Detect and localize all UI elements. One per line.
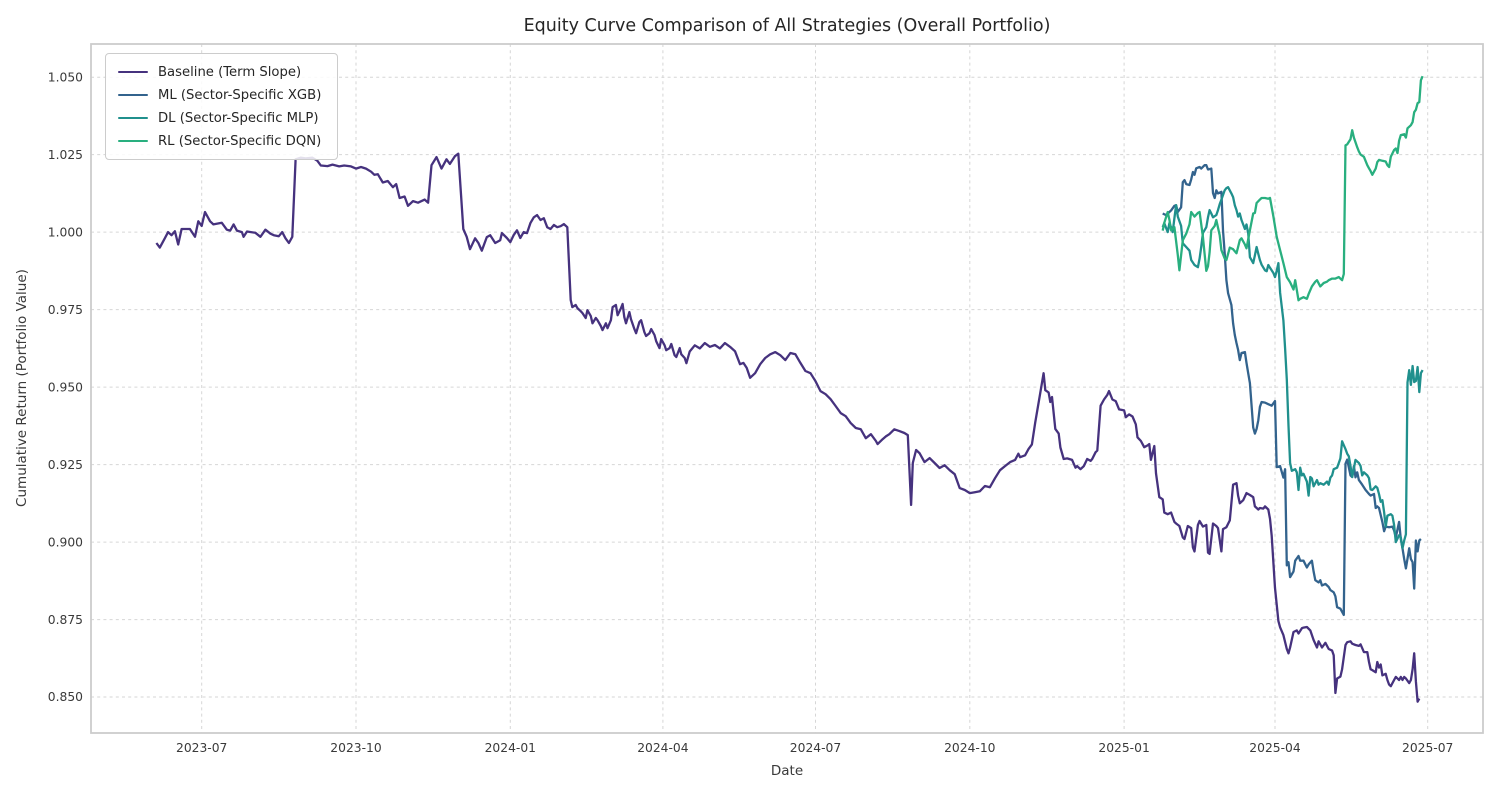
x-tick-label: 2025-07 (1402, 741, 1453, 755)
legend-item-dl: DL (Sector-Specific MLP) (118, 109, 321, 127)
y-tick-label: 0.850 (48, 690, 83, 704)
dl-line-swatch-icon (118, 116, 148, 120)
rl-line-swatch-icon (118, 139, 148, 143)
baseline-line-swatch-icon (118, 70, 148, 74)
x-tick-label: 2025-01 (1098, 741, 1149, 755)
x-tick-label: 2024-04 (637, 741, 689, 755)
y-tick-label: 0.875 (48, 613, 83, 627)
legend-item-rl: RL (Sector-Specific DQN) (118, 132, 321, 150)
y-tick-label: 0.975 (48, 303, 83, 317)
x-tick-label: 2023-10 (330, 741, 381, 755)
legend: Baseline (Term Slope) ML (Sector-Specifi… (105, 53, 339, 160)
y-tick-label: 0.900 (48, 535, 83, 549)
x-tick-label: 2024-01 (485, 741, 536, 755)
legend-label: ML (Sector-Specific XGB) (158, 87, 322, 103)
y-tick-label: 0.925 (48, 458, 83, 472)
series-line-0 (155, 152, 1421, 703)
x-tick-label: 2024-07 (790, 741, 841, 755)
y-tick-label: 1.025 (48, 148, 83, 162)
series-line-2 (1161, 186, 1424, 550)
chart-title: Equity Curve Comparison of All Strategie… (523, 16, 1051, 36)
x-axis-label: Date (770, 763, 804, 779)
y-axis-label: Cumulative Return (Portfolio Value) (14, 269, 30, 507)
ml-line-swatch-icon (118, 93, 148, 97)
legend-item-baseline: Baseline (Term Slope) (118, 63, 321, 81)
x-tick-label: 2024-10 (944, 741, 995, 755)
legend-item-ml: ML (Sector-Specific XGB) (118, 86, 321, 104)
y-tick-label: 0.950 (48, 380, 83, 394)
plot-border (90, 43, 1484, 734)
legend-label: RL (Sector-Specific DQN) (158, 133, 322, 149)
legend-label: DL (Sector-Specific MLP) (158, 110, 319, 126)
series-line-1 (1162, 164, 1422, 617)
legend-label: Baseline (Term Slope) (158, 64, 302, 80)
y-tick-label: 1.050 (48, 70, 83, 84)
series-line-3 (1161, 75, 1424, 302)
x-tick-label: 2023-07 (176, 741, 227, 755)
x-tick-label: 2025-04 (1249, 741, 1301, 755)
y-tick-label: 1.000 (48, 225, 83, 239)
